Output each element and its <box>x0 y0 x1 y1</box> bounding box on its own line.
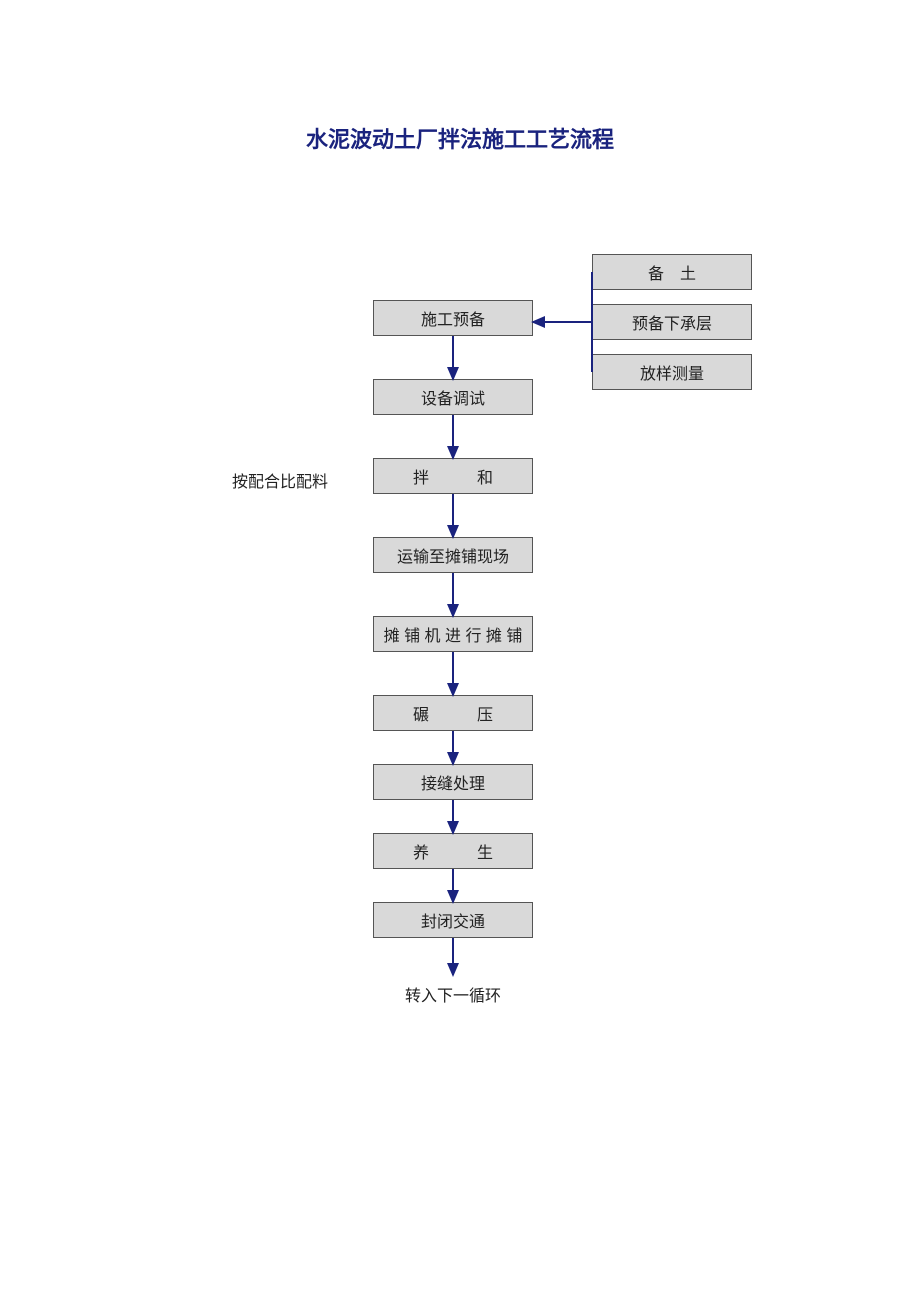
flow-box-soil: 备 土 <box>592 254 752 290</box>
flow-box-label: 摊 铺 机 进 行 摊 铺 <box>384 622 523 646</box>
flow-box-transport: 运输至摊铺现场 <box>373 537 533 573</box>
flow-box-cure: 养 生 <box>373 833 533 869</box>
flow-box-label: 运输至摊铺现场 <box>397 543 509 567</box>
flow-box-roll: 碾 压 <box>373 695 533 731</box>
flow-box-pave: 摊 铺 机 进 行 摊 铺 <box>373 616 533 652</box>
flow-box-label: 预备下承层 <box>632 310 712 334</box>
flow-box-mix: 拌 和 <box>373 458 533 494</box>
flow-box-joint: 接缝处理 <box>373 764 533 800</box>
end-cycle-label: 转入下一循环 <box>353 982 553 1006</box>
flow-box-prep: 施工预备 <box>373 300 533 336</box>
flow-box-sublayer: 预备下承层 <box>592 304 752 340</box>
side-note-label: 按配合比配料 <box>232 468 328 492</box>
flow-box-label: 碾 压 <box>413 701 493 725</box>
flow-box-label: 接缝处理 <box>421 770 485 794</box>
flow-box-label: 拌 和 <box>413 464 493 488</box>
flow-box-label: 放样测量 <box>640 360 704 384</box>
flow-box-label: 施工预备 <box>421 306 485 330</box>
flow-box-close: 封闭交通 <box>373 902 533 938</box>
flow-box-label: 设备调试 <box>421 385 485 409</box>
flow-box-debug: 设备调试 <box>373 379 533 415</box>
page-title: 水泥波动土厂拌法施工工艺流程 <box>0 122 920 154</box>
flow-box-label: 养 生 <box>413 839 493 863</box>
flow-box-label: 封闭交通 <box>421 908 485 932</box>
flow-box-label: 备 土 <box>648 260 696 284</box>
flow-box-survey: 放样测量 <box>592 354 752 390</box>
